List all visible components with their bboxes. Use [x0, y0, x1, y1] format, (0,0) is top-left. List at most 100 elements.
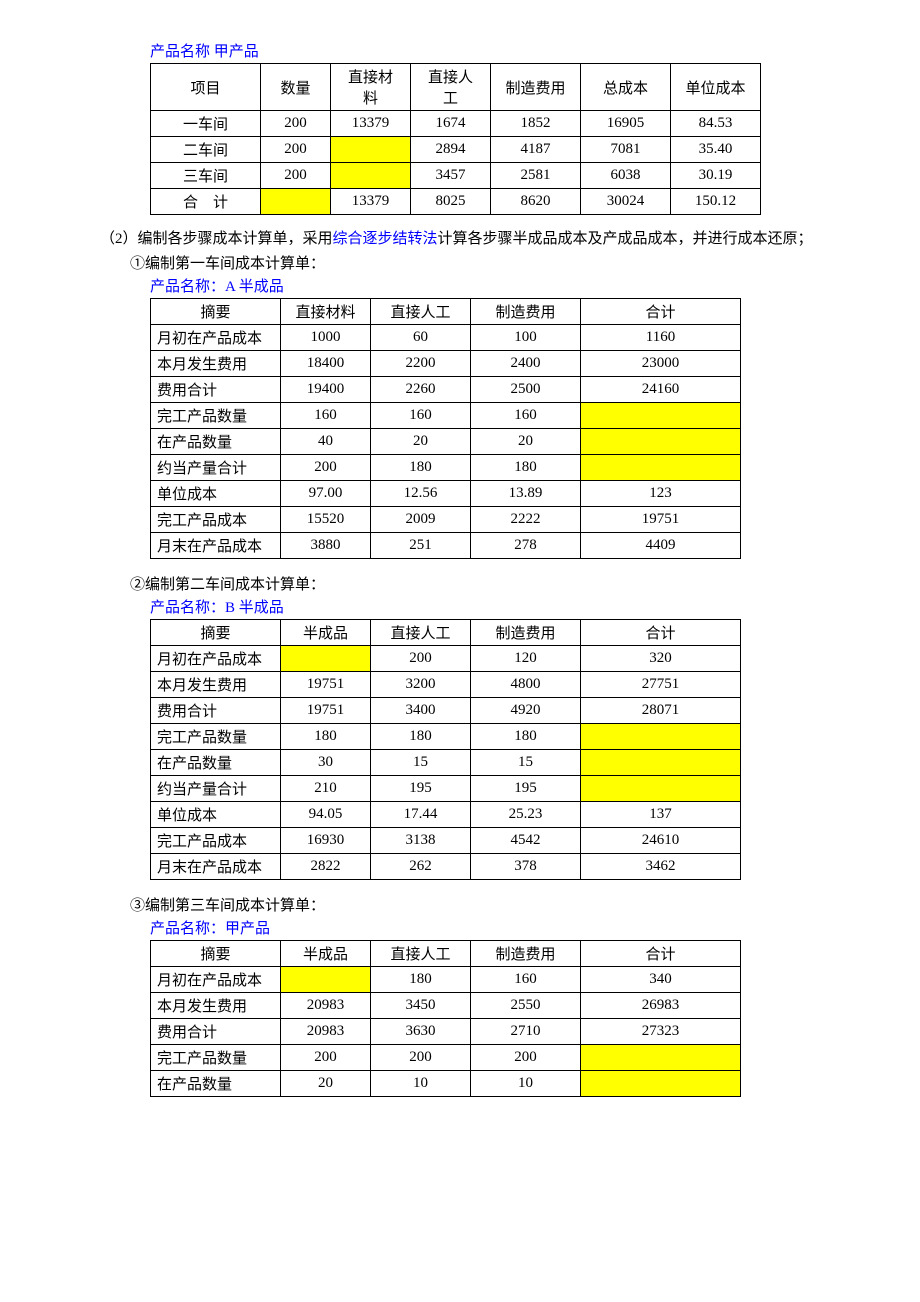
- table-cell: 20: [371, 429, 471, 455]
- table-cell: 约当产量合计: [151, 776, 281, 802]
- table-a: 摘要直接材料直接人工制造费用合计月初在产品成本1000601001160本月发生…: [150, 298, 741, 559]
- table-cell: 150.12: [671, 189, 761, 215]
- table-cell: 月初在产品成本: [151, 967, 281, 993]
- table-cell: 4187: [491, 137, 581, 163]
- product-title-b: 产品名称：B 半成品: [150, 596, 820, 617]
- table-cell: 3400: [371, 698, 471, 724]
- table-cell: 278: [471, 533, 581, 559]
- table-cell: 20983: [281, 993, 371, 1019]
- table-cell: 10: [371, 1071, 471, 1097]
- col-header: 直接人工: [371, 941, 471, 967]
- table-cell: 1000: [281, 325, 371, 351]
- table-cell: 3200: [371, 672, 471, 698]
- table-cell: 3630: [371, 1019, 471, 1045]
- table-c: 摘要半成品直接人工制造费用合计月初在产品成本180160340本月发生费用209…: [150, 940, 741, 1097]
- table-cell: 3450: [371, 993, 471, 1019]
- table-cell: 200: [371, 1045, 471, 1071]
- col-header: 摘要: [151, 941, 281, 967]
- table-cell: 200: [281, 455, 371, 481]
- table-cell: 60: [371, 325, 471, 351]
- col-header: 摘要: [151, 620, 281, 646]
- table-cell: 2894: [411, 137, 491, 163]
- table-cell: 15: [471, 750, 581, 776]
- table-cell: 340: [581, 967, 741, 993]
- para2-text-a: （2）编制各步骤成本计算单，采用: [100, 231, 333, 247]
- col-header: 项目: [151, 64, 261, 111]
- table-cell: 19751: [281, 698, 371, 724]
- table-cell: 3457: [411, 163, 491, 189]
- table-cell: 费用合计: [151, 1019, 281, 1045]
- col-header: 数量: [261, 64, 331, 111]
- table-cell: 月初在产品成本: [151, 325, 281, 351]
- table-cell: 120: [471, 646, 581, 672]
- table-cell: 完工产品数量: [151, 1045, 281, 1071]
- step-label-a: ①编制第一车间成本计算单：: [130, 252, 820, 273]
- col-header: 合计: [581, 941, 741, 967]
- para2-link: 综合逐步结转法: [333, 231, 438, 247]
- table-cell: 1852: [491, 111, 581, 137]
- table-cell: 210: [281, 776, 371, 802]
- table-cell: [581, 403, 741, 429]
- table-cell: 16930: [281, 828, 371, 854]
- table-cell: 8620: [491, 189, 581, 215]
- table-cell: 180: [371, 967, 471, 993]
- table-cell: [261, 189, 331, 215]
- step-label-c: ③编制第三车间成本计算单：: [130, 894, 820, 915]
- table-cell: 19751: [581, 507, 741, 533]
- table-cell: 本月发生费用: [151, 993, 281, 1019]
- table-1: 项目数量直接材料直接人工制造费用总成本单位成本一车间20013379167418…: [150, 63, 761, 215]
- table-cell: 180: [471, 455, 581, 481]
- table-cell: 2500: [471, 377, 581, 403]
- col-header: 摘要: [151, 299, 281, 325]
- table-b: 摘要半成品直接人工制造费用合计月初在产品成本200120320本月发生费用197…: [150, 619, 741, 880]
- table-cell: 19751: [281, 672, 371, 698]
- table-cell: 3138: [371, 828, 471, 854]
- table-cell: 180: [471, 724, 581, 750]
- table-cell: 94.05: [281, 802, 371, 828]
- table-cell: 160: [471, 403, 581, 429]
- table-cell: 月初在产品成本: [151, 646, 281, 672]
- table-cell: 本月发生费用: [151, 351, 281, 377]
- table-cell: 35.40: [671, 137, 761, 163]
- table-cell: 三车间: [151, 163, 261, 189]
- col-header: 半成品: [281, 620, 371, 646]
- table-cell: 40: [281, 429, 371, 455]
- table-cell: 100: [471, 325, 581, 351]
- table-cell: 完工产品成本: [151, 507, 281, 533]
- table-cell: 20983: [281, 1019, 371, 1045]
- col-header: 单位成本: [671, 64, 761, 111]
- table-cell: 3462: [581, 854, 741, 880]
- table-cell: 160: [281, 403, 371, 429]
- table-cell: 单位成本: [151, 481, 281, 507]
- table-cell: 30: [281, 750, 371, 776]
- table-cell: 2260: [371, 377, 471, 403]
- table-cell: 27323: [581, 1019, 741, 1045]
- paragraph-2: （2）编制各步骤成本计算单，采用综合逐步结转法计算各步骤半成品成本及产成品成本，…: [100, 227, 820, 248]
- table-cell: 195: [371, 776, 471, 802]
- table-cell: 200: [261, 137, 331, 163]
- table-cell: [581, 1071, 741, 1097]
- table-cell: 本月发生费用: [151, 672, 281, 698]
- table-cell: [581, 724, 741, 750]
- table-cell: [281, 646, 371, 672]
- table-cell: 123: [581, 481, 741, 507]
- table-cell: 200: [261, 111, 331, 137]
- table-cell: 160: [471, 967, 581, 993]
- table-cell: 完工产品数量: [151, 403, 281, 429]
- table-cell: 19400: [281, 377, 371, 403]
- table-cell: 6038: [581, 163, 671, 189]
- table-cell: 13.89: [471, 481, 581, 507]
- table-cell: 2400: [471, 351, 581, 377]
- table-cell: 180: [371, 455, 471, 481]
- table-cell: 一车间: [151, 111, 261, 137]
- table-cell: 7081: [581, 137, 671, 163]
- col-header: 合计: [581, 299, 741, 325]
- table-cell: 24160: [581, 377, 741, 403]
- table-cell: 30024: [581, 189, 671, 215]
- table-cell: [331, 137, 411, 163]
- table-cell: 200: [471, 1045, 581, 1071]
- table-cell: 17.44: [371, 802, 471, 828]
- table-cell: 378: [471, 854, 581, 880]
- table-cell: 2581: [491, 163, 581, 189]
- table-cell: 费用合计: [151, 698, 281, 724]
